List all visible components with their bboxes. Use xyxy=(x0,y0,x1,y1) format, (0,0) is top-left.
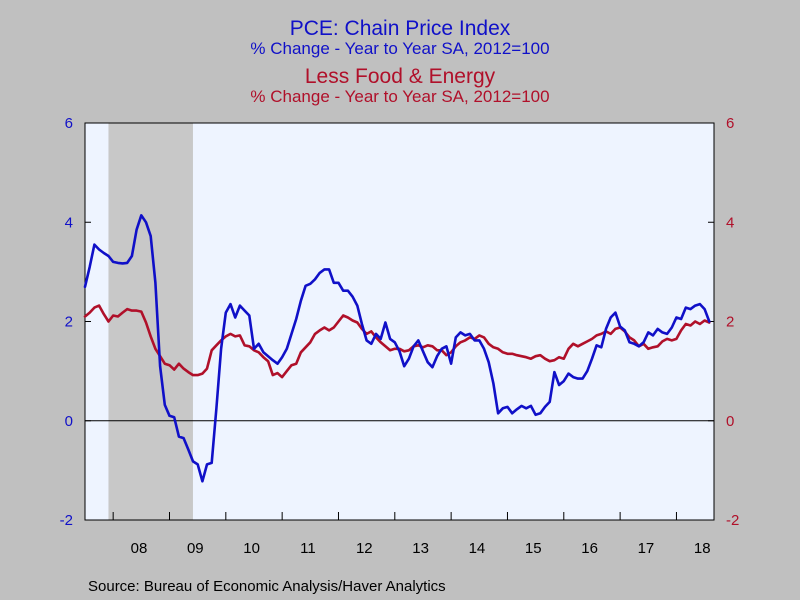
source-note: Source: Bureau of Economic Analysis/Have… xyxy=(88,578,446,595)
left-y-tick-label: 6 xyxy=(65,115,73,132)
right-y-tick-label: -2 xyxy=(726,512,739,529)
x-tick-label: 17 xyxy=(638,540,655,557)
x-tick-label: 10 xyxy=(243,540,260,557)
x-tick-label: 12 xyxy=(356,540,373,557)
chart-subtitle: % Change - Year to Year SA, 2012=100 xyxy=(250,39,550,58)
x-tick-label: 15 xyxy=(525,540,542,557)
x-tick-label: 09 xyxy=(187,540,204,557)
x-tick-label: 08 xyxy=(131,540,148,557)
recession-shading xyxy=(108,123,193,520)
left-y-tick-label: 4 xyxy=(65,214,73,231)
x-tick-label: 16 xyxy=(581,540,598,557)
chart-subtitle-2: % Change - Year to Year SA, 2012=100 xyxy=(250,87,550,106)
right-y-tick-label: 6 xyxy=(726,115,734,132)
x-tick-label: 14 xyxy=(469,540,486,557)
left-y-tick-label: 2 xyxy=(65,314,73,331)
x-tick-label: 11 xyxy=(300,540,316,557)
pce-line xyxy=(83,214,711,483)
right-y-tick-label: 0 xyxy=(726,413,734,430)
chart-title: PCE: Chain Price Index xyxy=(289,17,511,40)
left-y-tick-label: -2 xyxy=(60,512,73,529)
x-tick-label: 18 xyxy=(694,540,711,557)
x-tick-label: 13 xyxy=(412,540,429,557)
right-y-tick-label: 4 xyxy=(726,214,734,231)
right-y-tick-label: 2 xyxy=(726,314,734,331)
left-y-tick-label: 0 xyxy=(65,413,73,430)
chart-title-2: Less Food & Energy xyxy=(304,65,496,88)
